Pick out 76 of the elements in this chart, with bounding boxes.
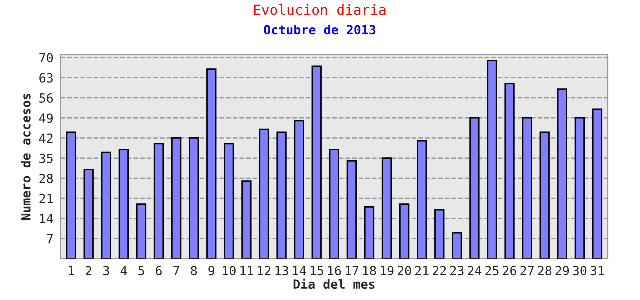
x-tick-label: 27	[520, 266, 534, 276]
bar	[399, 204, 410, 259]
x-tick-label: 8	[191, 266, 198, 276]
x-tick-label: 2	[86, 266, 92, 276]
bar	[434, 209, 445, 259]
x-tick-label: 12	[258, 266, 271, 276]
x-tick-label: 30	[573, 266, 587, 276]
y-tick-label: 70	[40, 53, 54, 63]
x-tick-label: 24	[468, 266, 482, 276]
bar	[294, 120, 304, 259]
y-axis-title: Numero de accesos	[21, 94, 31, 220]
x-tick-label: 9	[208, 266, 215, 276]
bar	[242, 180, 252, 259]
bar	[312, 66, 322, 259]
bar	[574, 117, 586, 259]
bar	[329, 149, 340, 259]
bar	[136, 204, 147, 259]
bar	[101, 152, 112, 259]
x-tick-label: 3	[103, 266, 110, 276]
x-tick-label: 26	[503, 266, 516, 276]
bar	[154, 143, 164, 259]
bar	[592, 108, 603, 259]
y-tick-label: 14	[40, 214, 54, 224]
bar	[171, 138, 182, 259]
bar	[382, 158, 392, 259]
bar	[118, 149, 130, 259]
bar	[522, 117, 532, 259]
x-tick-label: 25	[486, 266, 499, 276]
x-tick-label: 4	[120, 266, 128, 276]
x-axis-title: Dia del mes	[294, 278, 375, 290]
bar	[364, 206, 375, 259]
x-tick-label: 20	[398, 266, 412, 276]
y-tick-label: 28	[40, 174, 54, 184]
x-tick-label: 21	[415, 266, 429, 276]
bar	[189, 138, 200, 259]
bar	[470, 117, 480, 259]
x-tick-label: 5	[138, 266, 144, 276]
x-tick-label: 13	[276, 266, 288, 276]
y-tick-label: 42	[39, 134, 53, 144]
x-tick-label: 10	[223, 266, 236, 276]
x-tick-label: 16	[328, 266, 342, 276]
x-tick-label: 17	[346, 266, 359, 276]
y-tick-label: 63	[40, 73, 53, 83]
x-tick-label: 23	[450, 266, 464, 276]
bar	[504, 82, 515, 259]
bar	[66, 132, 76, 259]
x-tick-label: 11	[240, 266, 254, 276]
bar	[206, 68, 217, 259]
x-tick-label: 31	[590, 266, 604, 276]
y-tick-label: 7	[47, 234, 53, 244]
x-tick-label: 1	[69, 266, 74, 276]
bar	[540, 132, 550, 259]
x-tick-label: 19	[380, 266, 394, 276]
bar	[346, 160, 358, 259]
bar	[487, 60, 498, 259]
x-tick-label: 18	[363, 266, 376, 276]
bar	[224, 143, 234, 259]
chart-subtitle: Octubre de 2013	[264, 25, 376, 35]
x-tick-label: 14	[293, 266, 306, 276]
chart-title: Evolucion diaria	[254, 4, 386, 16]
bar	[276, 132, 287, 259]
y-tick-label: 49	[39, 114, 54, 124]
x-tick-label: 6	[156, 266, 162, 276]
bar	[557, 88, 568, 259]
x-tick-label: 7	[174, 266, 180, 276]
x-tick-label: 15	[310, 266, 324, 276]
bar	[417, 140, 428, 259]
x-tick-label: 28	[538, 266, 552, 276]
bar	[259, 128, 270, 259]
y-tick-label: 56	[40, 94, 54, 103]
x-tick-label: 29	[556, 266, 570, 276]
bar	[84, 169, 94, 259]
bar	[452, 232, 462, 259]
y-tick-label: 35	[40, 154, 53, 164]
y-tick-label: 21	[40, 194, 54, 204]
x-tick-label: 22	[433, 266, 446, 276]
